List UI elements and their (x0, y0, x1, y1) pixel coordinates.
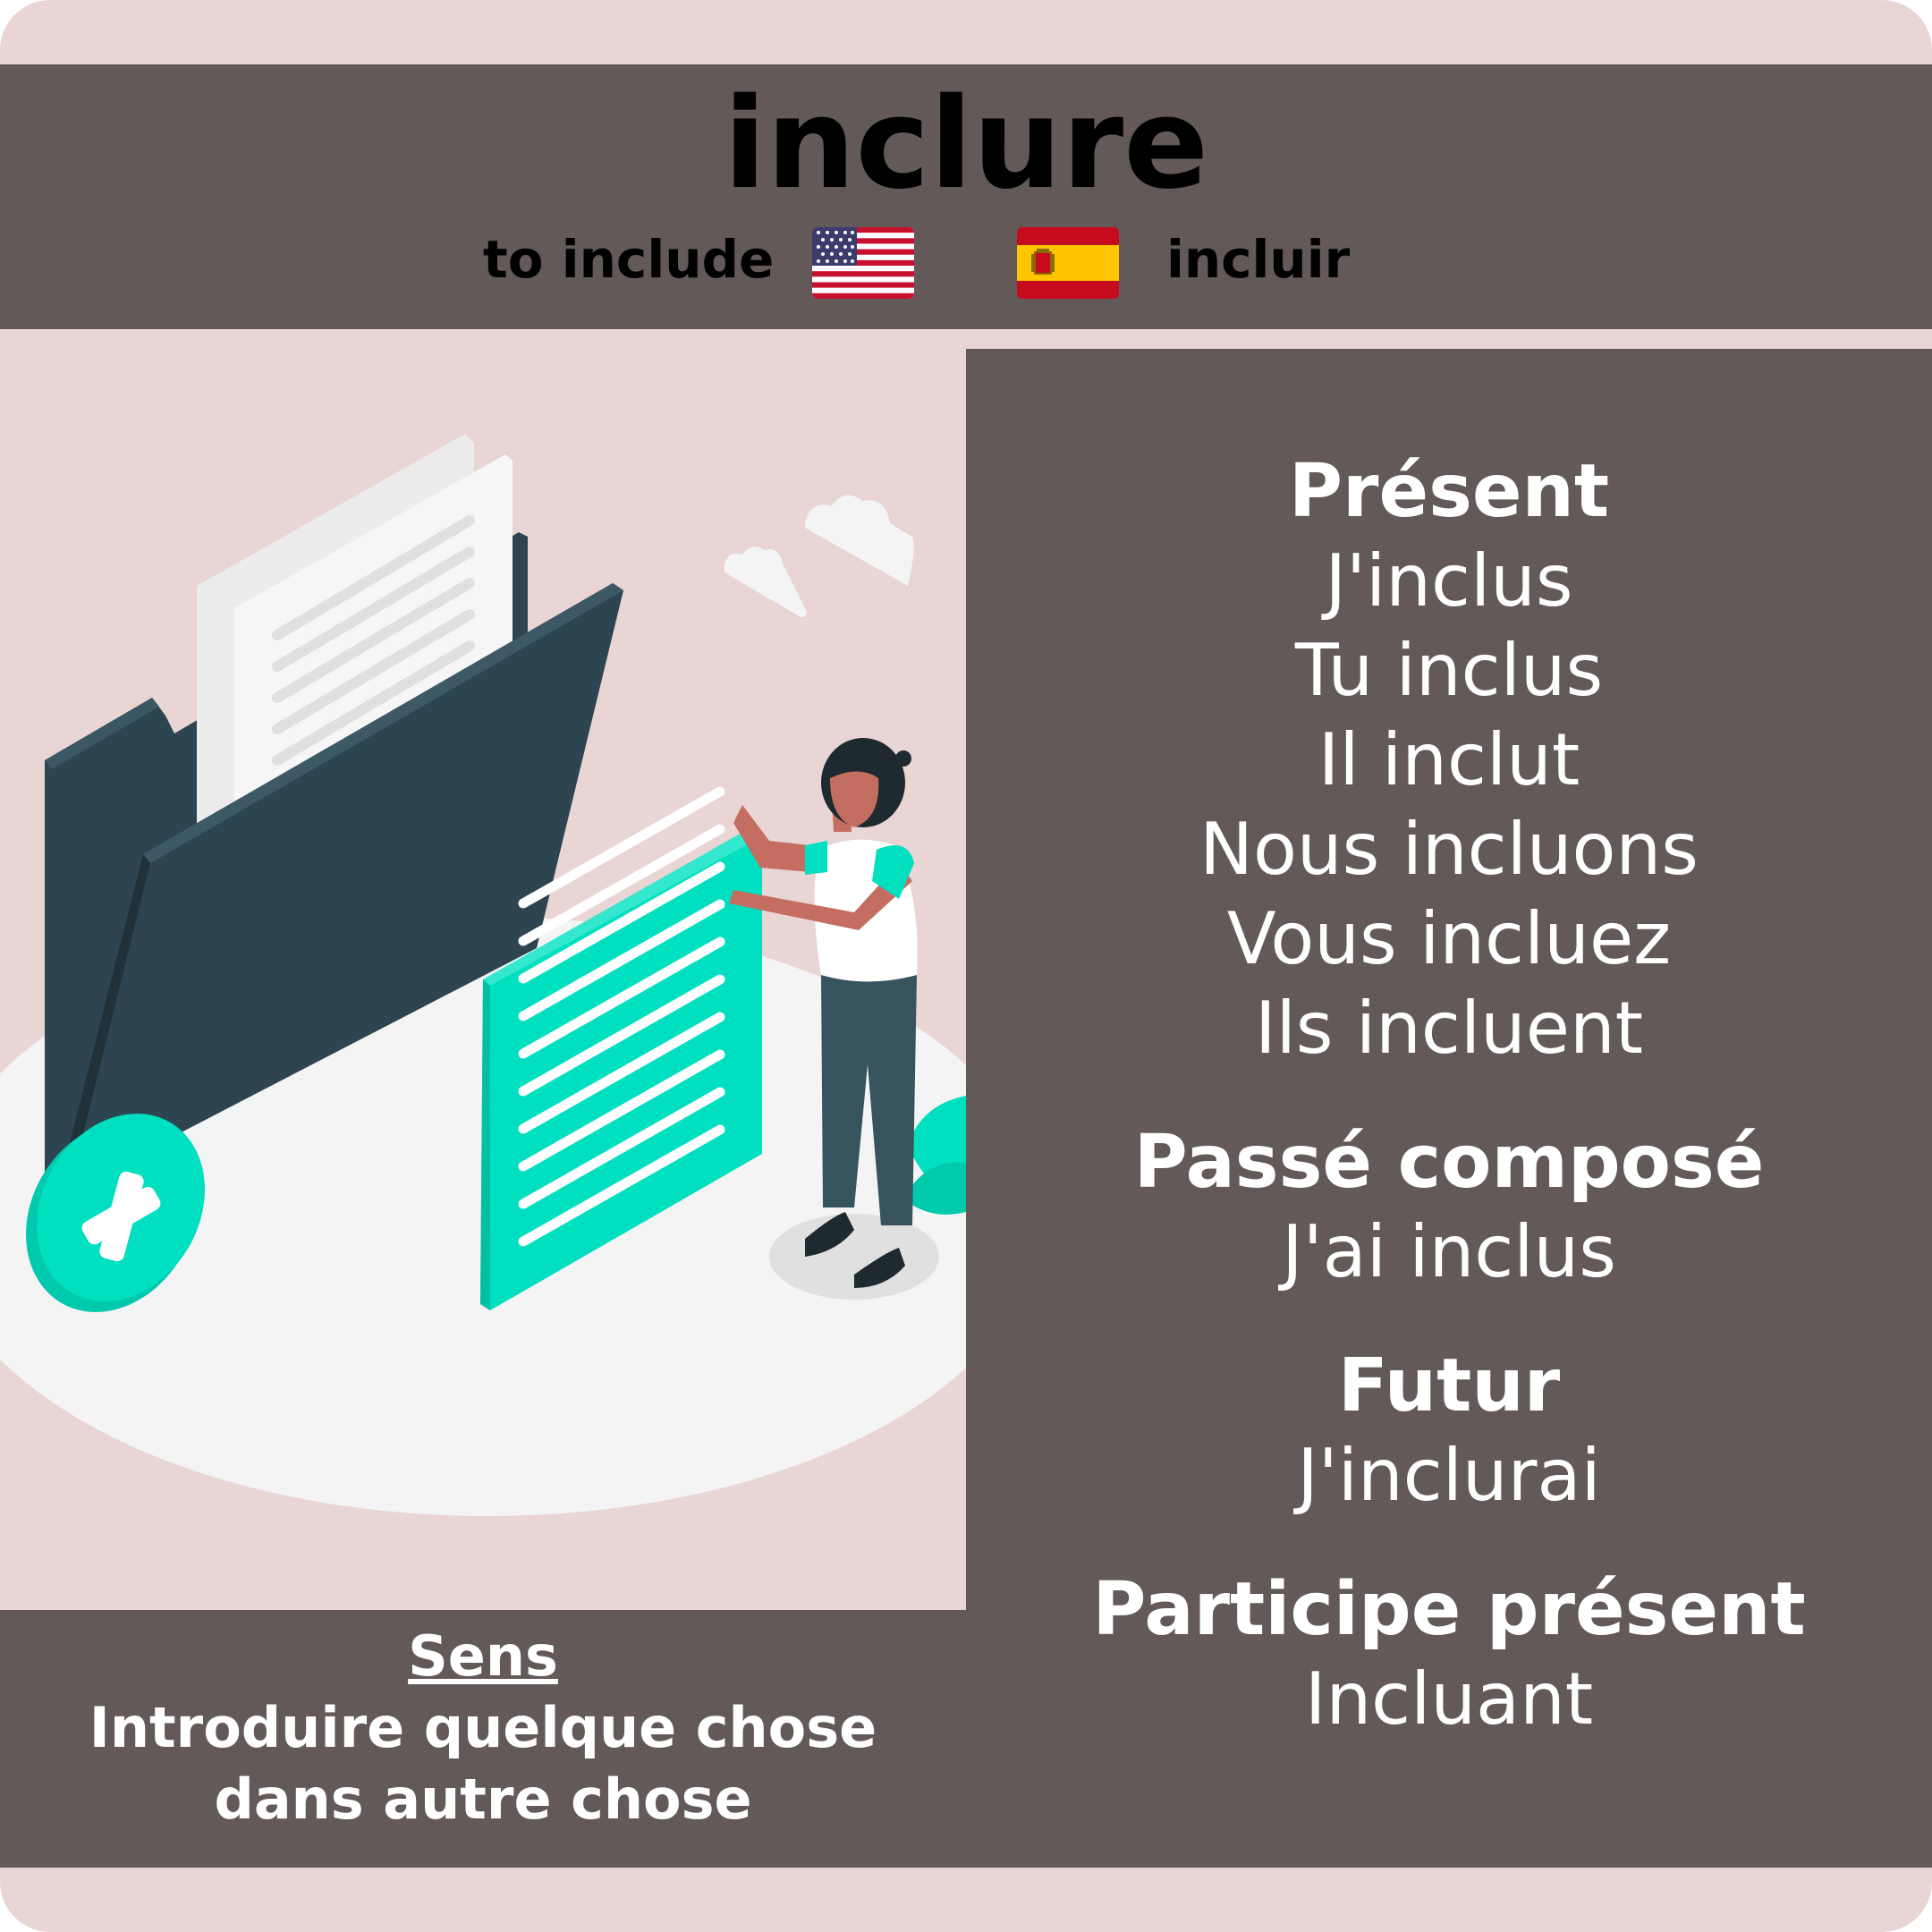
futur-title: Futur (1337, 1343, 1561, 1428)
present-form-ils: Ils incluent (1254, 987, 1644, 1070)
meaning-label: Sens (408, 1623, 558, 1689)
present-form-vous: Vous incluez (1226, 897, 1672, 980)
us-flag-icon (812, 227, 914, 299)
meaning-line-1: Introduire quelque chose (89, 1695, 877, 1760)
spain-flag-icon (1017, 227, 1119, 299)
meaning-bar (0, 1610, 1932, 1868)
meaning-section: Sens Introduire quelque chose dans autre… (0, 1621, 966, 1835)
participe-present-form: Incluant (1304, 1657, 1594, 1741)
passe-compose-form: J'ai inclus (1282, 1210, 1616, 1293)
present-form-il: Il inclut (1318, 718, 1580, 801)
folder-illustration (0, 331, 1042, 1610)
passe-compose-title: Passé composé (1133, 1120, 1765, 1205)
present-form-nous: Nous incluons (1199, 808, 1699, 891)
spanish-translation: incluir (1166, 229, 1351, 290)
english-translation: to include (483, 229, 775, 290)
present-form-je: J'inclus (1325, 539, 1573, 623)
meaning-line-2: dans autre chose (214, 1767, 752, 1832)
present-form-tu: Tu inclus (1294, 629, 1604, 712)
futur-form: J'inclurai (1297, 1434, 1601, 1517)
header-bar (0, 64, 1932, 329)
present-title: Présent (1288, 449, 1610, 534)
participe-present-title: Participe présent (1092, 1567, 1806, 1652)
verb-title: inclure (723, 72, 1209, 217)
tense-list: Présent J'inclus Tu inclus Il inclut Nou… (966, 447, 1932, 1744)
